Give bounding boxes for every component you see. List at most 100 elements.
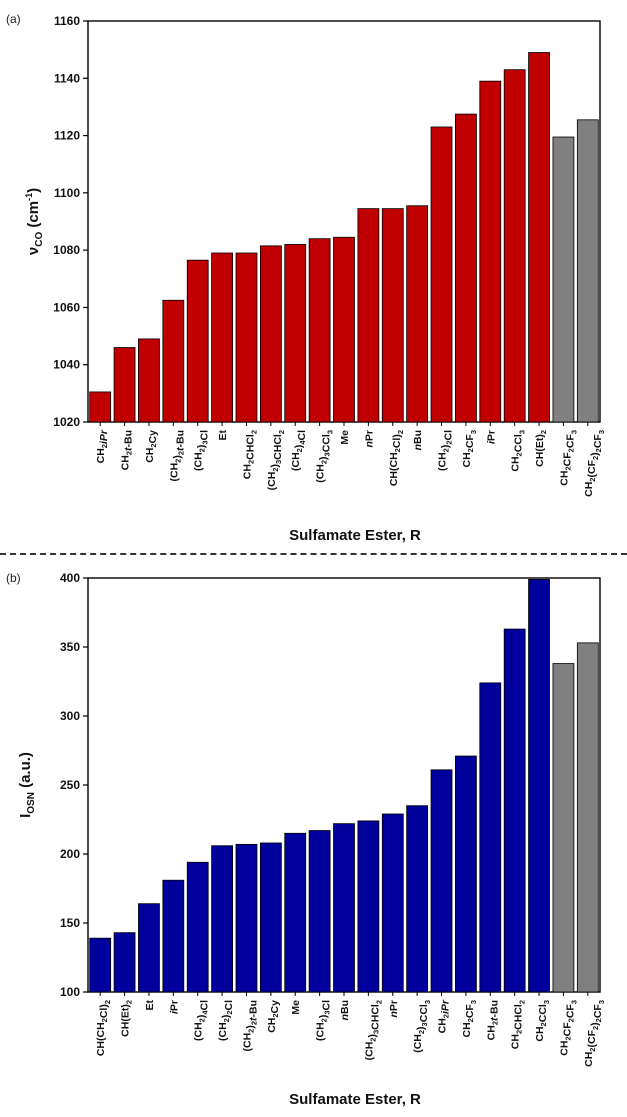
chart-b-bar bbox=[406, 805, 429, 993]
chart-b-bar bbox=[284, 832, 307, 993]
chart-b-bar bbox=[308, 830, 331, 993]
chart-b-xtick-label: (CH2)3CHCl2 bbox=[363, 1000, 383, 1060]
chart-a-xtick-label: CH2Cy bbox=[144, 430, 159, 463]
chart-a-bar bbox=[552, 136, 575, 423]
chart-b-xtick-label: (CH2)3Cl bbox=[315, 1000, 333, 1041]
chart-a-xtick-label: CH2CF3 bbox=[461, 430, 478, 468]
chart-a-bar bbox=[162, 299, 185, 423]
chart-b-bar bbox=[259, 842, 282, 993]
chart-a-bar bbox=[455, 113, 477, 423]
chart-a-bar bbox=[138, 338, 160, 423]
chart-b-xtick-label: nPr bbox=[388, 1000, 400, 1018]
panel-b-label: (b) bbox=[6, 571, 21, 585]
chart-b-bar bbox=[89, 937, 112, 993]
chart-b-bar bbox=[186, 861, 209, 993]
chart-a-bar bbox=[259, 245, 282, 423]
chart-a-xtick-label: CH2t-Bu bbox=[120, 430, 135, 470]
chart-a-ytick-label: 1020 bbox=[53, 415, 80, 429]
chart-b-xtick-label: (CH2)4Cl bbox=[193, 1000, 211, 1041]
chart-b-xtick-label: (CH2)2Cl bbox=[217, 1000, 235, 1041]
chart-b-bar bbox=[381, 813, 404, 993]
chart-a-xtick-label: nBu bbox=[412, 430, 424, 450]
panel-a-label: (a) bbox=[6, 12, 21, 26]
chart-b-xlabel: Sulfamate Ester, R bbox=[289, 1091, 421, 1108]
chart-b-bar bbox=[528, 578, 550, 993]
chart-b-bar bbox=[162, 879, 185, 993]
chart-a-bar bbox=[284, 244, 307, 423]
panel-divider bbox=[0, 553, 627, 555]
chart-a-bar bbox=[357, 208, 380, 423]
chart-b-xtick-label: CH2iPr bbox=[437, 999, 452, 1033]
chart-a-xtick-label: Me bbox=[339, 430, 351, 445]
chart-a-xtick-label: (CH2)3Cl bbox=[193, 430, 211, 471]
chart-b-bar bbox=[357, 820, 380, 993]
chart-a-bar bbox=[235, 252, 258, 423]
chart-a-ytick-label: 1060 bbox=[53, 300, 80, 314]
chart-b-bar bbox=[333, 823, 355, 993]
chart-b-xtick-label: CH2(CF2)2CF3 bbox=[583, 1000, 606, 1067]
chart-a-bar bbox=[89, 391, 112, 423]
chart-b-bar bbox=[235, 843, 258, 993]
chart-a-bar bbox=[186, 259, 209, 423]
chart-b-bar bbox=[503, 628, 526, 993]
chart-b-bar bbox=[479, 682, 502, 993]
chart-b-xtick-label: Et bbox=[144, 999, 156, 1010]
chart-a-ytick-label: 1080 bbox=[53, 243, 80, 257]
chart-b-ytick-label: 150 bbox=[60, 916, 80, 930]
chart-a-xtick-label: CH2CHCl2 bbox=[241, 430, 258, 479]
chart-a-xtick-label: CH2CF2CF3 bbox=[558, 430, 578, 486]
chart-b-xtick-label: CH(Et)2 bbox=[120, 1000, 134, 1037]
chart-b-ytick-label: 250 bbox=[60, 778, 80, 792]
chart-b-xtick-label: (CH2)2t-Bu bbox=[241, 1000, 259, 1052]
chart-a-xlabel: Sulfamate Ester, R bbox=[289, 527, 421, 544]
chart-a-xtick-label: iPr bbox=[485, 430, 497, 444]
chart-a-xtick-label: CH(Et)2 bbox=[534, 430, 548, 467]
chart-a-bar bbox=[503, 69, 526, 423]
chart-a-bar bbox=[113, 347, 136, 423]
chart-b-ytick-label: 200 bbox=[60, 847, 80, 861]
chart-a-bar bbox=[528, 52, 550, 423]
chart-a-bar bbox=[430, 126, 453, 423]
chart-b-ylabel: IOSN (a.u.) bbox=[17, 752, 37, 818]
chart-a: 1020 1040 1060 1080 1100 1120 1140 1160 CH2iPr CH… bbox=[24, 14, 606, 497]
chart-b-xtick-label: CH2CCl3 bbox=[534, 1000, 551, 1042]
chart-a-bar bbox=[333, 236, 355, 423]
chart-b-ytick-label: 400 bbox=[60, 571, 80, 585]
chart-b-bar bbox=[113, 932, 136, 993]
chart-b-bar bbox=[576, 642, 599, 993]
chart-a-bar bbox=[479, 80, 502, 423]
chart-a-ylabel: νCO (cm-1) bbox=[24, 188, 45, 255]
chart-b-xtick-label: CH2t-Bu bbox=[485, 1000, 500, 1040]
chart-a-xtick-label: CH(CH2Cl)2 bbox=[388, 430, 405, 486]
chart-a-xtick-label: nPr bbox=[363, 430, 375, 448]
chart-b-xtick-label: nBu bbox=[339, 1000, 351, 1020]
chart-a-xtick-label: (CH2)4Cl bbox=[290, 430, 308, 471]
chart-a-ytick-label: 1140 bbox=[54, 71, 80, 85]
chart-b-xtick-label: CH2CF2CF3 bbox=[558, 1000, 578, 1056]
chart-a-bar bbox=[381, 208, 404, 423]
chart-a-bar bbox=[211, 252, 233, 423]
chart-b-bar bbox=[455, 755, 477, 993]
chart-a-xtick-label: Et bbox=[217, 429, 229, 440]
chart-b-xtick-label: CH2CHCl2 bbox=[510, 1000, 527, 1049]
chart-a-bar bbox=[576, 119, 599, 423]
chart-a-bar bbox=[406, 205, 429, 423]
chart-a-xtick-label: (CH2)3CCl3 bbox=[315, 430, 335, 483]
chart-b-ytick-label: 300 bbox=[60, 709, 80, 723]
chart-a-ytick-label: 1160 bbox=[54, 14, 80, 28]
chart-b-ytick-label: 350 bbox=[60, 640, 80, 654]
chart-a-xtick-label: (CH2)3CHCl2 bbox=[266, 430, 286, 490]
chart-a-xtick-label: CH2iPr bbox=[95, 429, 110, 463]
chart-a-ytick-label: 1120 bbox=[54, 129, 80, 143]
chart-a-ytick-label: 1100 bbox=[54, 186, 80, 200]
chart-b-bar bbox=[138, 903, 160, 993]
chart-b-bar bbox=[430, 769, 453, 993]
chart-b-bar bbox=[552, 663, 575, 993]
chart-b: 100 150 200 250 300 350 400 CH(CH2Cl)2 CH(Et)2 Et… bbox=[17, 571, 606, 1067]
chart-a-xtick-label: CH2(CF2)2CF3 bbox=[583, 430, 606, 497]
chart-b-bar bbox=[211, 845, 233, 993]
chart-b-xtick-label: iPr bbox=[168, 1000, 180, 1014]
chart-a-xtick-label: (CH2)2Cl bbox=[437, 430, 455, 471]
chart-b-xtick-label: Me bbox=[290, 1000, 302, 1015]
chart-b-ytick-label: 100 bbox=[60, 985, 80, 999]
